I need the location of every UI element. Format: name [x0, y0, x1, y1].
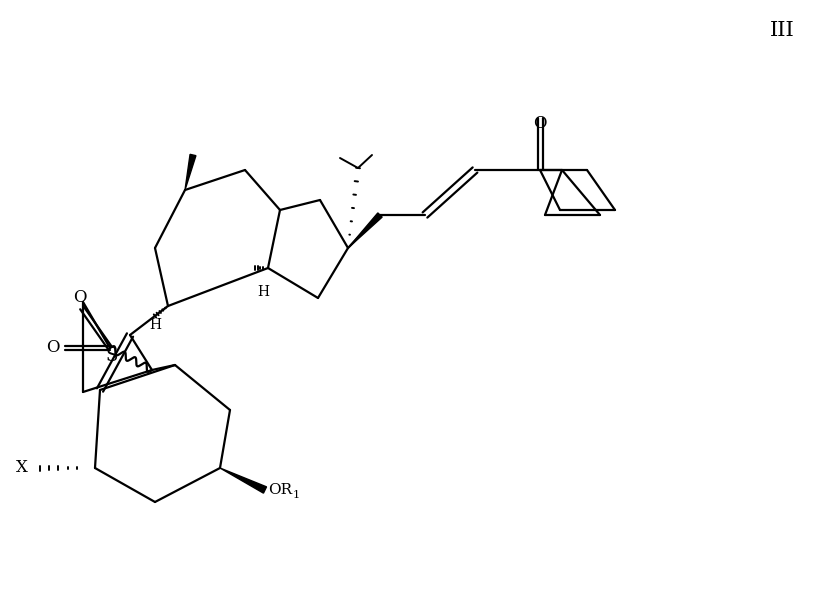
Polygon shape — [185, 155, 196, 190]
Text: H: H — [257, 285, 269, 299]
Text: 1: 1 — [293, 490, 300, 500]
Text: OR: OR — [268, 483, 292, 497]
Text: H: H — [149, 318, 161, 332]
Text: O: O — [533, 116, 547, 132]
Text: X: X — [16, 459, 28, 476]
Text: O: O — [73, 289, 87, 307]
Text: S: S — [106, 347, 118, 365]
Text: O: O — [46, 340, 59, 356]
Text: III: III — [770, 20, 794, 40]
Polygon shape — [220, 468, 266, 493]
Polygon shape — [348, 213, 382, 248]
